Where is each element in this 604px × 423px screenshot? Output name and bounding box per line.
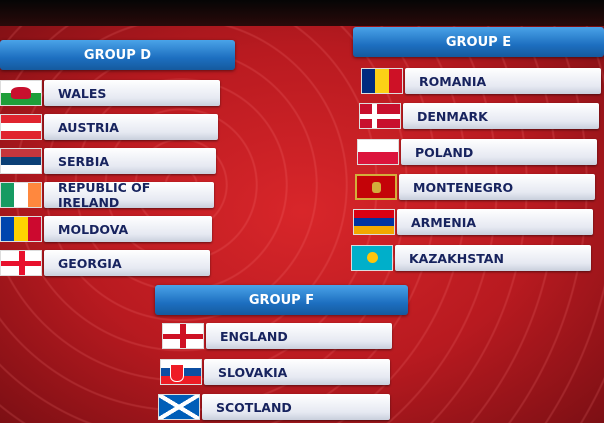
wales-flag <box>0 80 42 106</box>
top-dark-band <box>0 0 604 26</box>
montenegro-flag <box>355 174 397 200</box>
scotland-flag <box>158 394 200 420</box>
england-flag <box>162 323 204 349</box>
team-name: SCOTLAND <box>202 394 390 420</box>
team-row: SERBIA <box>0 148 216 174</box>
moldova-flag <box>0 216 42 242</box>
team-row: MONTENEGRO <box>355 174 595 200</box>
team-name: ARMENIA <box>397 209 593 235</box>
team-row: DENMARK <box>359 103 599 129</box>
team-row: SCOTLAND <box>158 394 390 420</box>
team-row: MOLDOVA <box>0 216 212 242</box>
team-row: POLAND <box>357 139 597 165</box>
team-name: ENGLAND <box>206 323 392 349</box>
ireland-flag <box>0 182 42 208</box>
georgia-flag <box>0 250 42 276</box>
team-row: REPUBLIC OF IRELAND <box>0 180 214 210</box>
group-f-header: GROUP F <box>155 285 408 315</box>
team-row: SLOVAKIA <box>160 359 390 385</box>
slovakia-flag <box>160 359 202 385</box>
team-name: MONTENEGRO <box>399 174 595 200</box>
team-name: SERBIA <box>44 148 216 174</box>
team-name: KAZAKHSTAN <box>395 245 591 271</box>
kazakhstan-flag <box>351 245 393 271</box>
team-name: SLOVAKIA <box>204 359 390 385</box>
group-d-header: GROUP D <box>0 40 235 70</box>
team-name: DENMARK <box>403 103 599 129</box>
team-row: ARMENIA <box>353 209 593 235</box>
serbia-flag <box>0 148 42 174</box>
team-row: KAZAKHSTAN <box>351 245 591 271</box>
team-name: ROMANIA <box>405 68 601 94</box>
team-row: ENGLAND <box>162 323 392 349</box>
team-name: AUSTRIA <box>44 114 218 140</box>
austria-flag <box>0 114 42 140</box>
armenia-flag <box>353 209 395 235</box>
poland-flag <box>357 139 399 165</box>
team-name: WALES <box>44 80 220 106</box>
team-row: GEORGIA <box>0 250 210 276</box>
team-name: GEORGIA <box>44 250 210 276</box>
group-e-header: GROUP E <box>353 27 604 57</box>
team-name: POLAND <box>401 139 597 165</box>
denmark-flag <box>359 103 401 129</box>
team-name: REPUBLIC OF IRELAND <box>44 180 214 210</box>
team-row: WALES <box>0 80 220 106</box>
romania-flag <box>361 68 403 94</box>
team-row: ROMANIA <box>361 68 601 94</box>
team-name: MOLDOVA <box>44 216 212 242</box>
team-row: AUSTRIA <box>0 114 218 140</box>
